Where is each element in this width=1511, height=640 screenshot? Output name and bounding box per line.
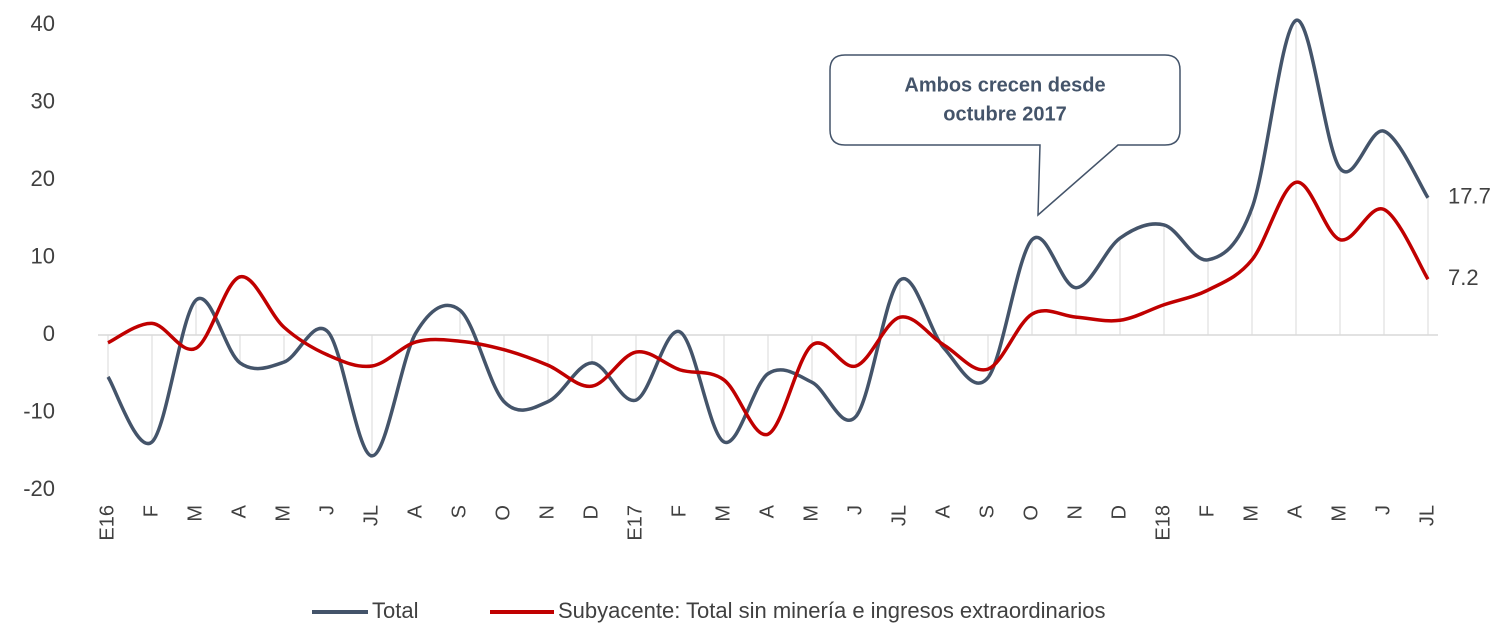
x-tick-label: A	[404, 504, 426, 518]
y-tick-label: -10	[23, 398, 55, 423]
x-tick-label: D	[580, 505, 602, 519]
x-tick-label: A	[932, 504, 954, 518]
x-tick-label: JL	[888, 505, 910, 526]
legend-label: Subyacente: Total sin minería e ingresos…	[558, 598, 1105, 623]
x-tick-label: J	[844, 505, 866, 515]
y-tick-label: -20	[23, 476, 55, 501]
x-tick-label: E18	[1152, 505, 1174, 541]
x-tick-label: F	[1196, 505, 1218, 517]
annotation: octubre 2017	[943, 103, 1066, 125]
series-line	[107, 180, 1430, 437]
x-tick-label: A	[228, 504, 250, 518]
x-tick-label: M	[1328, 505, 1350, 522]
x-tick-label: M	[184, 505, 206, 522]
y-tick-label: 40	[31, 11, 55, 36]
x-tick-label: E17	[624, 505, 646, 541]
x-tick-label: A	[756, 504, 778, 518]
x-tick-label: O	[492, 505, 514, 521]
x-tick-label: JL	[1416, 505, 1438, 526]
x-tick-label: S	[448, 505, 470, 518]
x-tick-label: J	[316, 505, 338, 515]
y-tick-label: 10	[31, 243, 55, 268]
y-tick-label: 30	[31, 88, 55, 113]
callout-box	[829, 54, 1181, 217]
x-tick-label: M	[272, 505, 294, 522]
x-tick-label: N	[1064, 505, 1086, 519]
x-tick-label: J	[1372, 505, 1394, 515]
x-tick-label: D	[1108, 505, 1130, 519]
x-tick-label: F	[668, 505, 690, 517]
x-tick-label: A	[1284, 504, 1306, 518]
x-tick-label: M	[800, 505, 822, 522]
y-tick-label: 0	[43, 321, 55, 346]
x-tick-label: S	[976, 505, 998, 518]
x-tick-label: N	[536, 505, 558, 519]
x-tick-label: M	[1240, 505, 1262, 522]
x-tick-label: F	[140, 505, 162, 517]
annotation: Ambos crecen desde	[904, 74, 1105, 96]
y-tick-label: 20	[31, 166, 55, 191]
data-label: 17.7	[1448, 184, 1491, 209]
x-tick-label: M	[712, 505, 734, 522]
legend-label: Total	[372, 598, 418, 623]
x-tick-label: O	[1020, 505, 1042, 521]
x-tick-label: JL	[360, 505, 382, 526]
x-tick-label: E16	[96, 505, 118, 541]
data-label: 7.2	[1448, 265, 1479, 290]
series-line	[106, 18, 1430, 458]
